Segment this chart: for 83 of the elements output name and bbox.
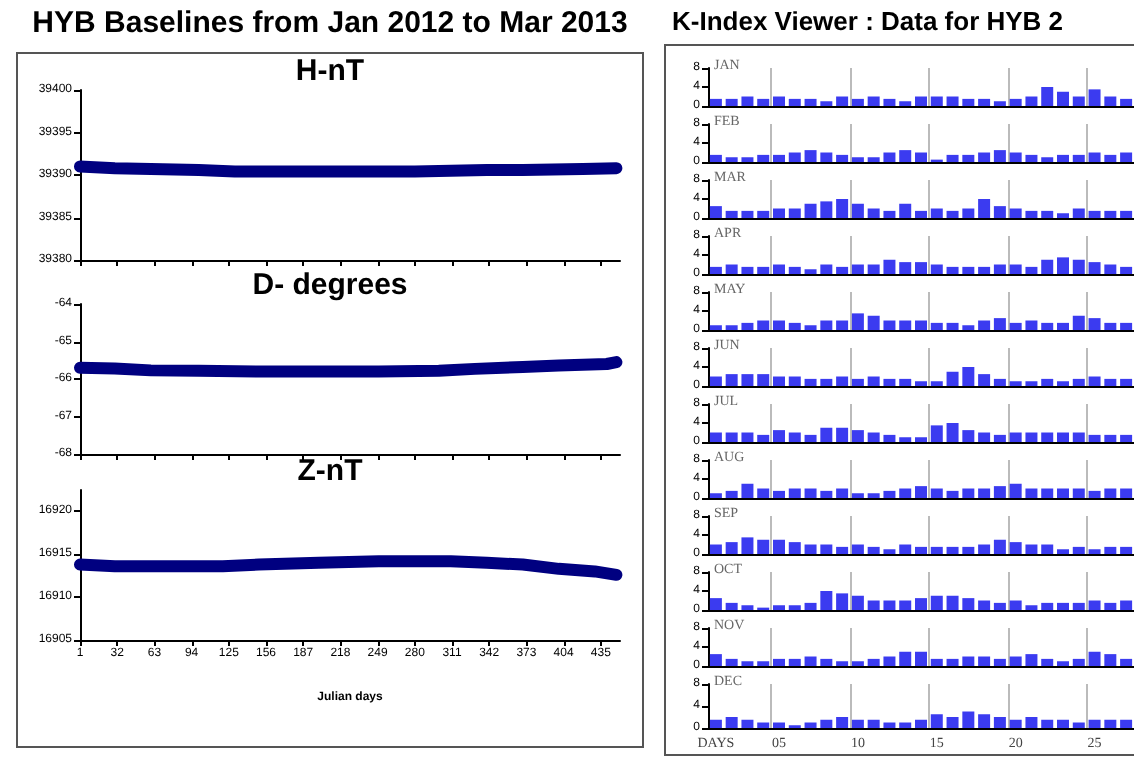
bar xyxy=(930,208,943,218)
bar xyxy=(836,717,849,728)
bar xyxy=(915,210,927,218)
bar xyxy=(1120,378,1133,386)
bar xyxy=(1072,602,1085,610)
bar xyxy=(773,430,785,442)
bar xyxy=(1120,600,1133,610)
bar xyxy=(978,600,991,610)
bar xyxy=(930,595,943,610)
bar xyxy=(788,432,801,442)
bar xyxy=(899,203,912,218)
bar xyxy=(773,208,785,218)
bar xyxy=(836,96,849,106)
bar xyxy=(1072,432,1085,442)
bar xyxy=(1057,91,1069,106)
bar xyxy=(709,598,722,610)
bar xyxy=(851,430,864,442)
bar xyxy=(915,96,927,106)
text: HYB Baselines from Jan 2012 to Mar 2013 xyxy=(32,6,628,40)
bar xyxy=(773,96,785,106)
bar xyxy=(836,427,849,442)
bar xyxy=(788,208,801,218)
bar xyxy=(899,600,912,610)
bar xyxy=(978,714,991,728)
chart-title: H-nT xyxy=(295,54,365,88)
bar xyxy=(709,719,722,728)
bar xyxy=(930,425,943,442)
bar xyxy=(851,378,864,386)
bar xyxy=(899,378,912,386)
bar xyxy=(1072,378,1085,386)
bar xyxy=(773,376,785,386)
text: K-Index Viewer : Data for HYB 2 xyxy=(672,6,1064,36)
bar xyxy=(1041,719,1054,728)
bar xyxy=(1057,719,1069,728)
bar xyxy=(915,719,927,728)
bar xyxy=(1057,602,1069,610)
bar xyxy=(899,722,912,728)
bar xyxy=(709,98,722,106)
bar xyxy=(788,376,801,386)
bar xyxy=(1120,719,1133,728)
bar xyxy=(1072,96,1085,106)
bar xyxy=(757,210,770,218)
bar xyxy=(1120,98,1133,106)
bar xyxy=(757,722,770,728)
bar xyxy=(978,199,991,218)
bar xyxy=(1072,208,1085,218)
bar xyxy=(851,203,864,218)
bar xyxy=(1120,434,1133,442)
bar xyxy=(757,434,770,442)
bar xyxy=(851,98,864,106)
chart-title: D- degrees xyxy=(252,268,408,302)
bar xyxy=(993,206,1006,218)
bar xyxy=(993,717,1006,728)
bar xyxy=(1120,210,1133,218)
bar xyxy=(1041,87,1054,106)
bar xyxy=(709,376,722,386)
bar xyxy=(757,374,770,386)
bar xyxy=(1041,432,1054,442)
bar xyxy=(993,378,1006,386)
bar xyxy=(1041,210,1054,218)
bar xyxy=(709,206,722,218)
bar xyxy=(1057,432,1069,442)
bar xyxy=(851,595,864,610)
bar xyxy=(1041,602,1054,610)
bar xyxy=(993,602,1006,610)
bar xyxy=(836,199,849,218)
bar xyxy=(978,374,991,386)
bar xyxy=(788,98,801,106)
bar xyxy=(1041,378,1054,386)
bar xyxy=(757,98,770,106)
bar xyxy=(773,722,785,728)
bar xyxy=(836,376,849,386)
bar xyxy=(930,96,943,106)
bar xyxy=(709,432,722,442)
bar xyxy=(978,98,991,106)
bar xyxy=(1072,722,1085,728)
chart-title: Z-nT xyxy=(297,454,363,488)
bar xyxy=(930,714,943,728)
bar xyxy=(915,598,927,610)
bar xyxy=(993,434,1006,442)
bar xyxy=(851,719,864,728)
bar xyxy=(978,432,991,442)
bar xyxy=(836,593,849,610)
